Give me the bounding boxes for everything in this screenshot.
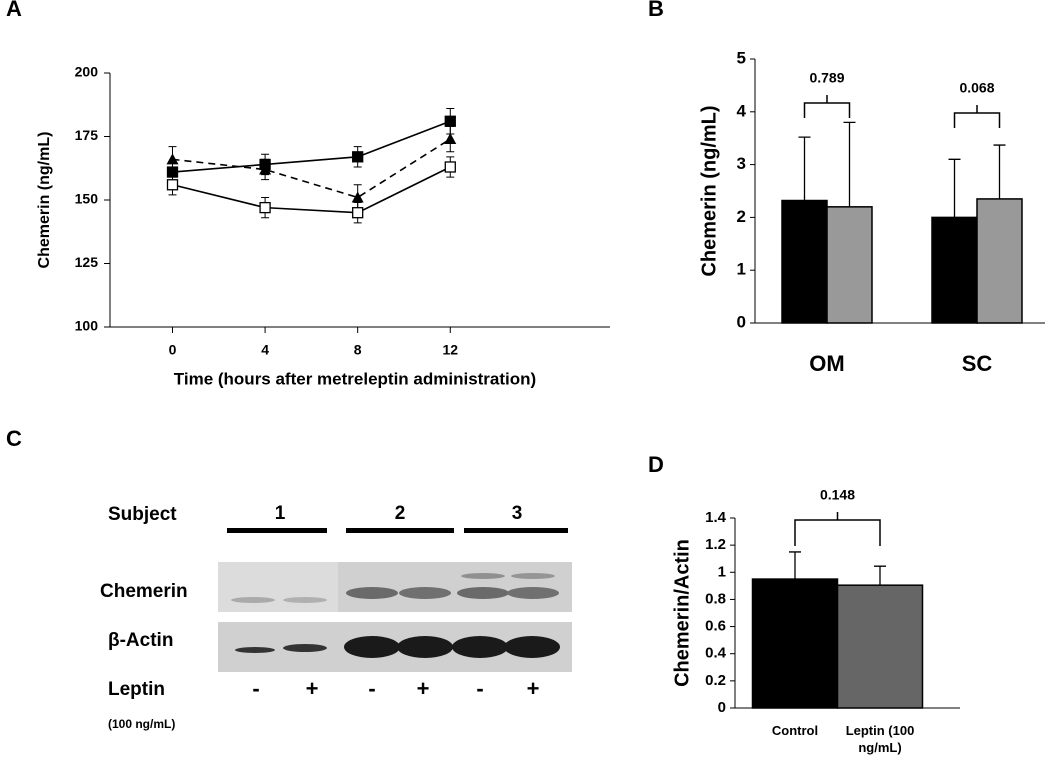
y-axis-title: Chemerin/Actin xyxy=(671,539,693,687)
treatment-note: (100 ng/mL) xyxy=(108,717,175,731)
marker xyxy=(259,201,271,214)
lane-sign: - xyxy=(476,676,483,701)
x-tick-label: Leptin (100 ng/mL) xyxy=(845,723,915,755)
subject-bar xyxy=(346,528,454,533)
y-tick-label: 1 xyxy=(737,260,746,279)
subject-number: 1 xyxy=(275,503,286,524)
subject-label: Subject xyxy=(108,504,177,525)
treatment-label: Leptin xyxy=(108,679,165,700)
x-tick-label: SC xyxy=(962,351,993,376)
y-tick-label: 0 xyxy=(737,312,746,331)
y-tick-label: 150 xyxy=(75,191,99,207)
y-tick-label: 0.6 xyxy=(705,618,726,635)
panel-label: A xyxy=(6,0,22,21)
x-tick-label: 8 xyxy=(354,342,362,358)
y-tick-label: 1.4 xyxy=(705,509,727,526)
x-tick-label: OM xyxy=(809,351,844,376)
lane-sign: + xyxy=(306,676,319,701)
x-tick-label: 4 xyxy=(261,342,269,358)
marker xyxy=(444,133,457,145)
error-bar xyxy=(843,121,856,207)
y-tick-label: 1 xyxy=(718,563,726,580)
p-value: 0.068 xyxy=(959,80,994,96)
lane-sign: + xyxy=(527,676,540,701)
marker xyxy=(351,191,364,203)
marker xyxy=(444,115,456,127)
series-line xyxy=(172,166,451,214)
y-tick-label: 0.8 xyxy=(705,590,726,607)
bar xyxy=(826,206,873,324)
y-tick-label: 125 xyxy=(75,254,99,270)
marker xyxy=(259,163,272,175)
row-label: Chemerin xyxy=(100,581,188,602)
lane-sign: - xyxy=(252,676,259,701)
bar xyxy=(931,216,978,324)
p-value: 0.148 xyxy=(820,487,855,503)
y-tick-label: 0 xyxy=(718,699,726,716)
row-label: β-Actin xyxy=(108,630,173,651)
bar xyxy=(781,199,828,324)
bar xyxy=(836,584,924,709)
x-axis-title: Time (hours after metreleptin administra… xyxy=(174,369,536,388)
marker xyxy=(166,153,179,165)
error-bar xyxy=(798,136,811,201)
lane-sign: + xyxy=(417,676,430,701)
series-line xyxy=(172,138,451,199)
blot-actin xyxy=(218,622,572,672)
p-value: 0.789 xyxy=(809,70,844,86)
y-tick-label: 1.2 xyxy=(705,536,726,553)
x-tick-label: 12 xyxy=(442,342,458,358)
y-tick-label: 200 xyxy=(75,64,99,80)
y-tick-label: 3 xyxy=(737,154,746,173)
y-tick-label: 2 xyxy=(737,207,746,226)
marker xyxy=(444,161,456,173)
x-tick-label: Control xyxy=(771,723,819,738)
y-tick-label: 100 xyxy=(75,318,99,334)
error-bar xyxy=(993,144,1006,199)
y-tick-label: 5 xyxy=(737,48,746,67)
subject-number: 3 xyxy=(512,503,523,524)
y-axis-title: Chemerin (ng/mL) xyxy=(36,132,53,269)
error-bar xyxy=(874,565,886,586)
y-axis-title: Chemerin (ng/mL) xyxy=(698,105,720,276)
error-bar xyxy=(789,551,801,580)
subject-number: 2 xyxy=(395,503,406,524)
significance-bracket xyxy=(803,95,851,118)
marker xyxy=(166,179,179,191)
bar xyxy=(751,578,839,709)
y-tick-label: 0.4 xyxy=(705,645,727,662)
panel-label: C xyxy=(6,426,22,451)
blot-chemerin xyxy=(218,562,572,612)
lane-sign: - xyxy=(368,676,375,701)
y-tick-label: 0.2 xyxy=(705,672,726,689)
bar xyxy=(976,198,1023,324)
panel-label: D xyxy=(648,452,664,477)
panel-label: B xyxy=(648,0,664,21)
significance-bracket xyxy=(794,512,881,546)
subject-bar xyxy=(464,528,568,533)
subject-bar xyxy=(227,528,327,533)
marker xyxy=(352,207,364,219)
series-line xyxy=(172,120,451,173)
error-bar xyxy=(948,158,961,218)
x-tick-label: 0 xyxy=(169,342,177,358)
marker xyxy=(352,151,364,163)
y-tick-label: 175 xyxy=(75,127,99,143)
significance-bracket xyxy=(953,105,1001,128)
y-tick-label: 4 xyxy=(737,101,747,120)
